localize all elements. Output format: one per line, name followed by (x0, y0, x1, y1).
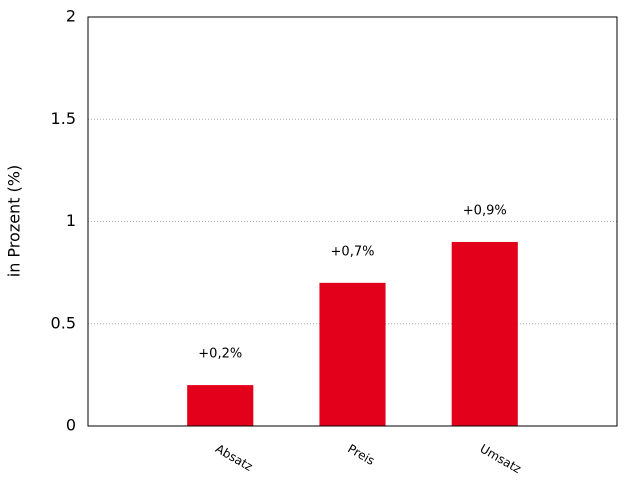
value-label: +0,7% (331, 244, 375, 259)
value-label: +0,9% (463, 203, 507, 218)
y-tick-label: 1.5 (51, 109, 76, 128)
y-axis-label: in Prozent (%) (5, 165, 24, 277)
plot-frame (87, 16, 618, 427)
bar (451, 241, 518, 426)
value-label: +0,2% (198, 347, 242, 362)
x-tick-label: Absatz (213, 442, 255, 474)
x-tick-label: Umsatz (478, 442, 524, 477)
bar (319, 282, 386, 426)
y-tick-label: 0.5 (51, 313, 76, 332)
x-tick-label: Preis (345, 442, 377, 468)
y-tick-label: 1 (66, 211, 76, 230)
bar (187, 385, 254, 426)
y-tick-label: 2 (66, 7, 76, 26)
y-tick-label: 0 (66, 416, 76, 435)
